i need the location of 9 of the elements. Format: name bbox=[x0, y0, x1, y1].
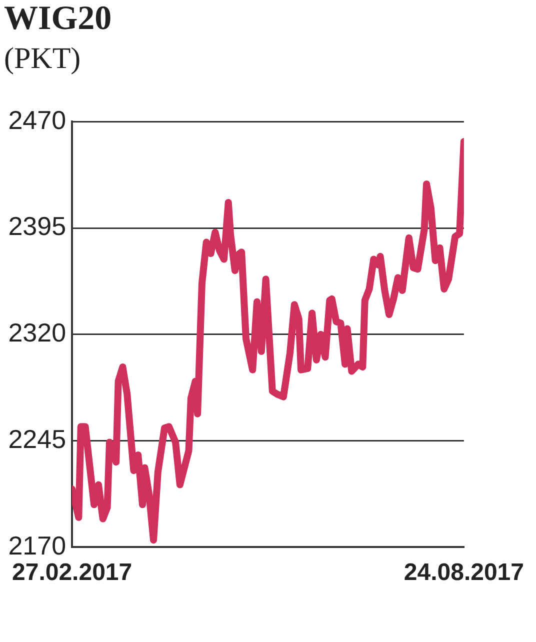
x-tick-label: 24.08.2017 bbox=[404, 559, 524, 586]
y-tick-label: 2470 bbox=[8, 104, 66, 135]
y-tick-label: 2320 bbox=[8, 318, 66, 348]
chart-title: WIG20 bbox=[4, 0, 112, 38]
y-tick-label: 2395 bbox=[8, 211, 66, 242]
y-tick-label: 2170 bbox=[8, 530, 66, 560]
chart-subtitle: (PKT) bbox=[4, 42, 81, 76]
y-tick-label: 2245 bbox=[8, 424, 66, 454]
x-tick-label: 27.02.2017 bbox=[12, 559, 132, 586]
